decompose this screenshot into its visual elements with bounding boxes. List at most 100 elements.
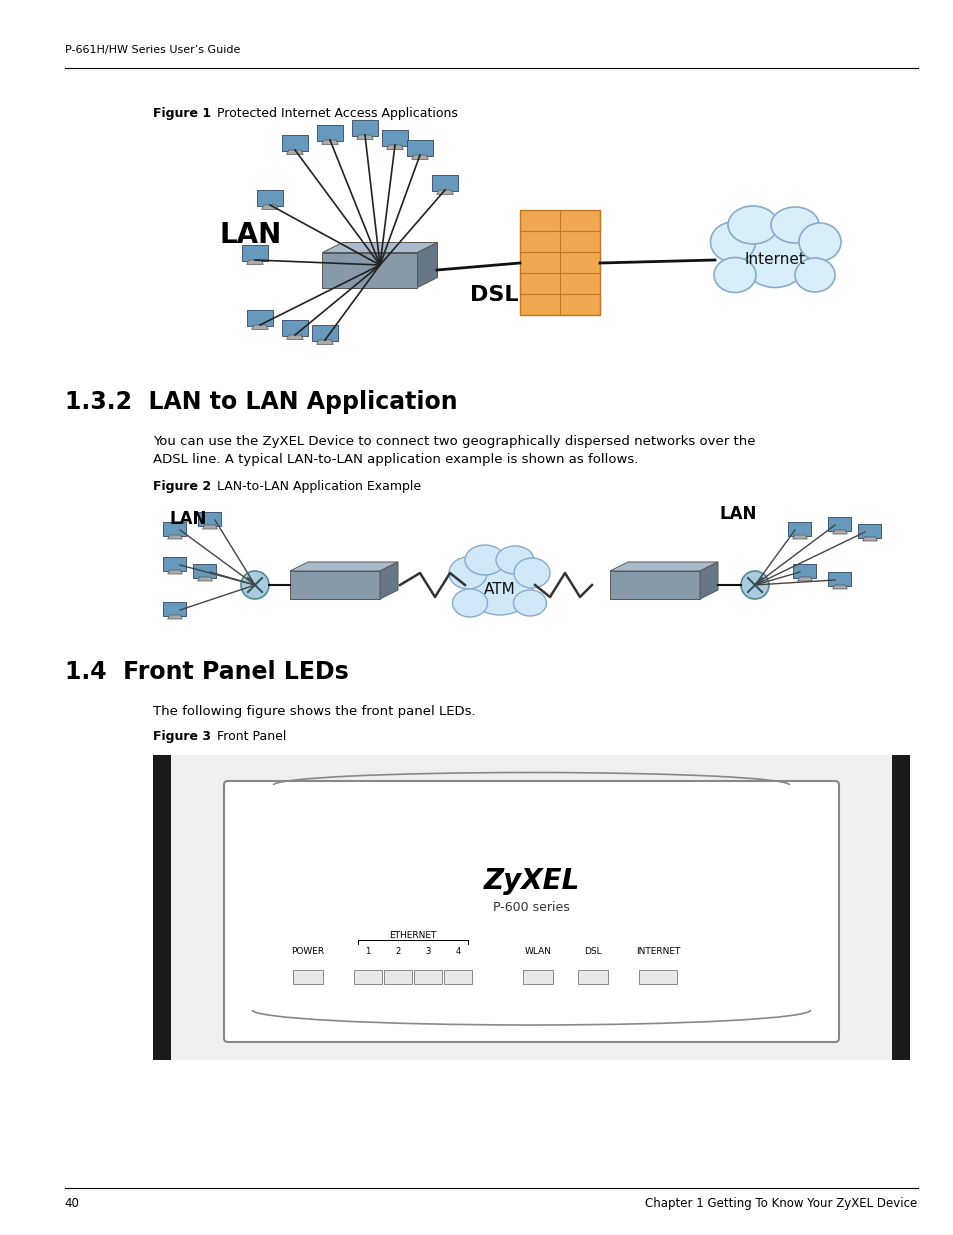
Text: ZyXEL: ZyXEL: [483, 867, 579, 895]
Text: INTERNET: INTERNET: [635, 947, 679, 956]
Text: 2: 2: [395, 947, 400, 956]
Text: Front Panel: Front Panel: [205, 730, 286, 743]
Ellipse shape: [496, 546, 534, 574]
FancyBboxPatch shape: [224, 781, 838, 1042]
Text: 1: 1: [365, 947, 370, 956]
FancyBboxPatch shape: [578, 969, 607, 984]
Polygon shape: [436, 190, 453, 194]
FancyBboxPatch shape: [163, 521, 186, 536]
Text: P-661H/HW Series User’s Guide: P-661H/HW Series User’s Guide: [65, 44, 240, 56]
FancyBboxPatch shape: [414, 969, 441, 984]
Ellipse shape: [464, 545, 504, 576]
FancyBboxPatch shape: [163, 601, 186, 615]
FancyBboxPatch shape: [827, 516, 851, 531]
Text: LAN-to-LAN Application Example: LAN-to-LAN Application Example: [205, 480, 420, 493]
Ellipse shape: [467, 564, 532, 615]
FancyBboxPatch shape: [381, 130, 408, 146]
Text: P-600 series: P-600 series: [493, 900, 569, 914]
Polygon shape: [412, 156, 428, 159]
Polygon shape: [700, 562, 718, 599]
Text: LAN: LAN: [220, 221, 282, 249]
FancyBboxPatch shape: [163, 557, 186, 571]
Polygon shape: [252, 325, 268, 330]
Polygon shape: [356, 135, 373, 140]
Text: Internet: Internet: [743, 252, 804, 268]
Polygon shape: [832, 585, 846, 589]
Text: POWER: POWER: [291, 947, 324, 956]
Text: Figure 3: Figure 3: [152, 730, 211, 743]
Polygon shape: [247, 261, 263, 264]
Ellipse shape: [513, 590, 546, 616]
Text: 1.3.2  LAN to LAN Application: 1.3.2 LAN to LAN Application: [65, 390, 457, 414]
Polygon shape: [862, 537, 877, 541]
Text: 40: 40: [65, 1197, 80, 1210]
Polygon shape: [792, 535, 806, 538]
Ellipse shape: [770, 207, 818, 243]
Text: ETHERNET: ETHERNET: [389, 931, 436, 940]
Polygon shape: [316, 340, 333, 345]
Text: LAN: LAN: [720, 505, 757, 522]
Polygon shape: [168, 571, 182, 574]
Polygon shape: [379, 562, 397, 599]
Text: Figure 2: Figure 2: [152, 480, 211, 493]
FancyBboxPatch shape: [354, 969, 381, 984]
Text: 3: 3: [425, 947, 430, 956]
Text: DSL: DSL: [583, 947, 601, 956]
FancyBboxPatch shape: [282, 320, 308, 336]
Text: 4: 4: [455, 947, 460, 956]
Text: The following figure shows the front panel LEDs.: The following figure shows the front pan…: [152, 705, 475, 718]
Text: ATM: ATM: [483, 583, 516, 598]
Polygon shape: [797, 577, 812, 580]
Ellipse shape: [241, 571, 269, 599]
Text: Protected Internet Access Applications: Protected Internet Access Applications: [205, 107, 457, 120]
Polygon shape: [609, 562, 718, 571]
Polygon shape: [609, 571, 700, 599]
FancyBboxPatch shape: [519, 210, 599, 315]
Polygon shape: [197, 577, 213, 580]
FancyBboxPatch shape: [407, 141, 433, 156]
Ellipse shape: [449, 557, 486, 589]
FancyBboxPatch shape: [247, 310, 273, 326]
FancyBboxPatch shape: [793, 563, 816, 578]
Polygon shape: [322, 242, 437, 252]
Ellipse shape: [794, 258, 834, 291]
FancyBboxPatch shape: [858, 524, 881, 537]
Polygon shape: [290, 571, 379, 599]
Text: ADSL line. A typical LAN-to-LAN application example is shown as follows.: ADSL line. A typical LAN-to-LAN applicat…: [152, 453, 638, 466]
FancyBboxPatch shape: [384, 969, 412, 984]
FancyBboxPatch shape: [432, 175, 457, 190]
FancyBboxPatch shape: [193, 563, 216, 578]
Polygon shape: [290, 562, 397, 571]
Text: LAN: LAN: [170, 510, 207, 529]
FancyBboxPatch shape: [242, 246, 268, 261]
Polygon shape: [286, 149, 303, 154]
Text: WLAN: WLAN: [524, 947, 551, 956]
Text: Chapter 1 Getting To Know Your ZyXEL Device: Chapter 1 Getting To Know Your ZyXEL Dev…: [645, 1197, 917, 1210]
FancyBboxPatch shape: [312, 325, 337, 341]
Polygon shape: [832, 530, 846, 534]
Ellipse shape: [713, 258, 755, 293]
Polygon shape: [386, 144, 403, 149]
FancyBboxPatch shape: [788, 521, 811, 536]
Text: You can use the ZyXEL Device to connect two geographically dispersed networks ov: You can use the ZyXEL Device to connect …: [152, 435, 755, 448]
Polygon shape: [321, 140, 338, 144]
Text: Figure 1: Figure 1: [152, 107, 211, 120]
Polygon shape: [168, 535, 182, 538]
FancyBboxPatch shape: [522, 969, 553, 984]
FancyBboxPatch shape: [316, 125, 343, 141]
FancyBboxPatch shape: [198, 511, 221, 526]
Ellipse shape: [514, 558, 550, 588]
FancyBboxPatch shape: [639, 969, 677, 984]
Ellipse shape: [710, 222, 755, 262]
FancyBboxPatch shape: [256, 190, 283, 205]
Ellipse shape: [740, 571, 768, 599]
Text: 1.4  Front Panel LEDs: 1.4 Front Panel LEDs: [65, 659, 348, 684]
Polygon shape: [202, 525, 217, 529]
Polygon shape: [261, 205, 278, 210]
FancyBboxPatch shape: [352, 120, 377, 136]
Text: DSL: DSL: [470, 285, 518, 305]
Polygon shape: [322, 252, 417, 288]
FancyBboxPatch shape: [293, 969, 323, 984]
Ellipse shape: [452, 589, 487, 618]
FancyBboxPatch shape: [282, 135, 308, 151]
